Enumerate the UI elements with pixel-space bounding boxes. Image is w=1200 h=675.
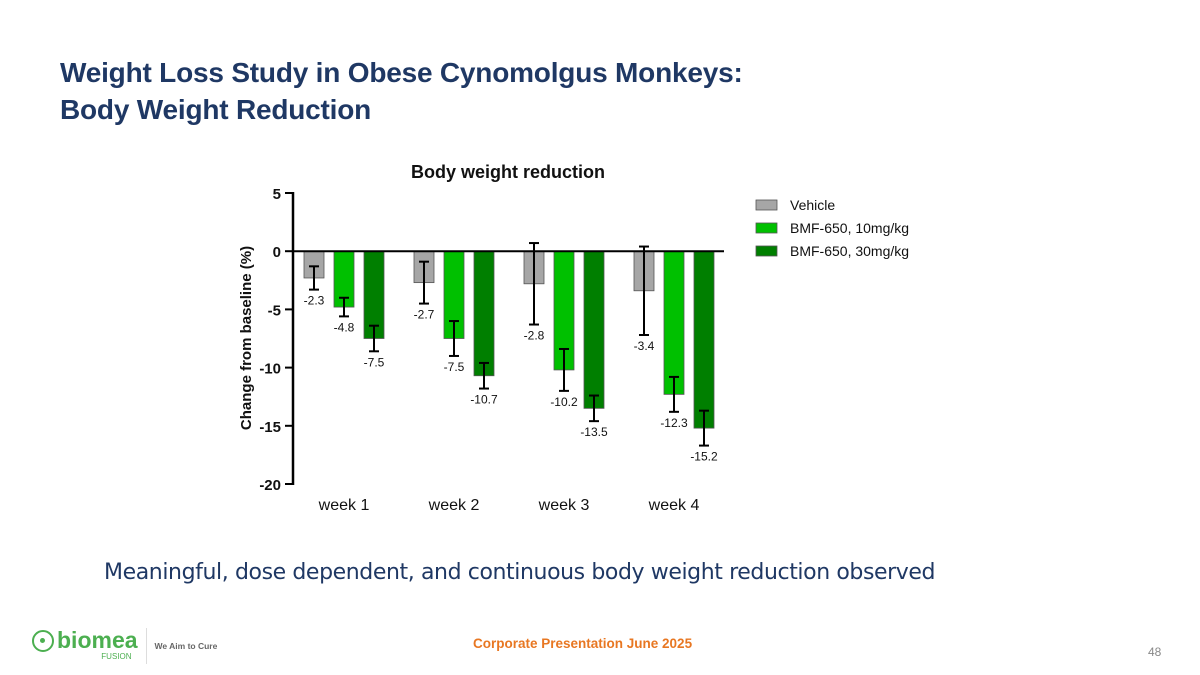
tagline: We Aim to Cure	[154, 641, 218, 651]
data-label: -3.4	[634, 339, 655, 353]
data-label: -4.8	[334, 320, 355, 334]
company-logo: biomea FUSION We Aim to Cure	[32, 628, 217, 664]
bar	[663, 250, 685, 395]
bar	[583, 250, 605, 409]
slide-title-line-2: Body Weight Reduction	[60, 94, 372, 125]
legend-swatch	[755, 245, 778, 257]
data-label: -12.3	[660, 416, 688, 430]
legend-label: Vehicle	[790, 197, 835, 213]
data-label: -10.7	[470, 393, 498, 407]
data-label: -2.3	[304, 294, 325, 308]
y-tick-label: -15	[259, 419, 281, 436]
footer-presentation-label: Corporate Presentation June 2025	[473, 636, 693, 651]
data-label: -10.2	[550, 395, 578, 409]
y-axis-label: Change from baseline (%)	[238, 246, 255, 430]
logo-wordmark: biomea	[57, 627, 138, 653]
x-tick-label: week 4	[648, 497, 700, 514]
chart-title: Body weight reduction	[411, 162, 605, 182]
legend-swatch	[755, 222, 778, 234]
x-tick-label: week 3	[538, 497, 590, 514]
page-number: 48	[1148, 645, 1162, 659]
bar	[473, 250, 495, 377]
slide-title-line-1: Weight Loss Study in Obese Cynomolgus Mo…	[60, 57, 743, 88]
slide-caption: Meaningful, dose dependent, and continuo…	[104, 560, 936, 585]
data-label: -2.7	[414, 308, 435, 322]
legend-label: BMF-650, 10mg/kg	[790, 220, 909, 236]
y-tick-label: -10	[259, 361, 281, 378]
x-tick-label: week 2	[428, 497, 480, 514]
slide-title: Weight Loss Study in Obese Cynomolgus Mo…	[60, 54, 743, 128]
y-tick-label: -5	[268, 302, 281, 319]
legend-label: BMF-650, 30mg/kg	[790, 243, 909, 259]
bar	[693, 250, 715, 429]
logo-subtitle: FUSION	[101, 652, 132, 661]
x-tick-label: week 1	[318, 497, 370, 514]
data-label: -2.8	[524, 329, 545, 343]
data-label: -13.5	[580, 425, 608, 439]
data-label: -7.5	[444, 360, 465, 374]
data-label: -15.2	[690, 450, 718, 464]
data-label: -7.5	[364, 355, 385, 369]
logo-divider	[145, 628, 147, 664]
y-tick-label: -20	[259, 477, 281, 494]
logo-circle-icon	[32, 630, 54, 652]
legend-swatch	[755, 199, 778, 211]
y-tick-label: 5	[273, 186, 281, 203]
y-tick-label: 0	[273, 244, 281, 261]
